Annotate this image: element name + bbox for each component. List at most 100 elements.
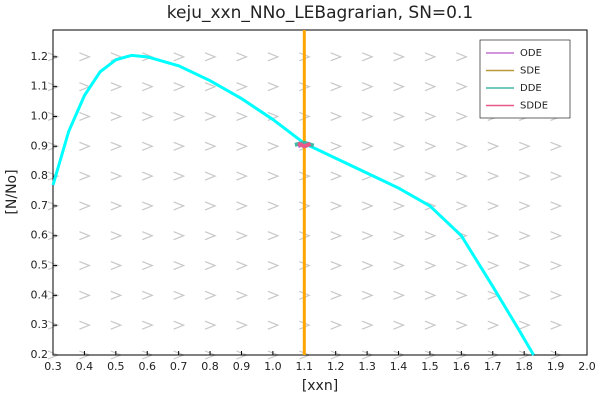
x-tick-label: 1.6 — [453, 360, 471, 373]
field-arrow — [142, 171, 154, 181]
y-tick-label: 1.0 — [31, 109, 49, 122]
field-arrow — [487, 171, 500, 181]
field-arrow — [142, 141, 154, 151]
field-arrow — [204, 82, 217, 92]
field-arrow — [142, 82, 154, 92]
field-arrow — [204, 111, 217, 122]
field-arrow — [550, 231, 563, 241]
field-arrow — [110, 290, 123, 300]
field-arrow — [299, 82, 311, 92]
field-arrow — [173, 52, 186, 62]
field-arrow — [393, 201, 406, 211]
field-arrow — [79, 141, 92, 151]
field-arrow — [393, 320, 406, 330]
field-arrow — [79, 52, 92, 62]
field-arrow — [47, 290, 60, 300]
y-tick-label: 0.2 — [31, 348, 49, 361]
field-arrow — [47, 171, 60, 181]
field-arrow — [299, 52, 311, 62]
field-arrow — [267, 201, 280, 211]
legend-label: SDE — [520, 66, 540, 77]
field-arrow — [236, 320, 249, 330]
field-arrow — [142, 201, 154, 211]
field-arrow — [456, 52, 468, 62]
field-arrow — [47, 52, 60, 62]
field-arrow — [110, 111, 123, 122]
field-arrow — [267, 260, 280, 271]
field-arrow — [236, 52, 249, 62]
field-arrow — [79, 290, 92, 300]
x-tick-label: 1.2 — [327, 360, 345, 373]
field-arrow — [267, 141, 280, 151]
field-arrow — [79, 231, 92, 241]
legend-label: SDDE — [520, 101, 548, 112]
field-arrow — [204, 171, 217, 181]
field-arrow — [267, 231, 280, 241]
field-arrow — [110, 201, 123, 211]
x-tick-label: 1.5 — [421, 360, 439, 373]
field-arrow — [299, 201, 311, 211]
field-arrow — [110, 171, 123, 181]
field-arrow — [550, 201, 563, 211]
x-tick-label: 0.3 — [44, 360, 62, 373]
field-arrow — [550, 141, 563, 151]
field-arrow — [173, 201, 186, 211]
x-tick-label: 0.6 — [138, 360, 156, 373]
field-arrow — [236, 82, 249, 92]
field-arrow — [173, 320, 186, 330]
field-arrow — [550, 290, 563, 300]
field-arrow — [393, 52, 406, 62]
field-arrow — [267, 290, 280, 300]
field-arrow — [518, 260, 531, 271]
field-arrow — [299, 111, 311, 122]
field-arrow — [518, 320, 531, 330]
field-arrow — [110, 141, 123, 151]
field-arrow — [267, 52, 280, 62]
y-tick-label: 0.8 — [31, 169, 49, 182]
field-arrow — [361, 82, 374, 92]
field-arrow — [361, 231, 374, 241]
field-arrow — [267, 320, 280, 330]
field-arrow — [173, 290, 186, 300]
field-arrow — [47, 231, 60, 241]
field-arrow — [361, 201, 374, 211]
y-tick-label: 0.7 — [31, 199, 49, 212]
field-arrow — [456, 320, 468, 330]
x-tick-label: 0.7 — [170, 360, 188, 373]
field-arrow — [456, 141, 468, 151]
field-arrow — [236, 260, 249, 271]
field-arrow — [110, 260, 123, 271]
field-arrow — [267, 171, 280, 181]
field-arrow — [47, 82, 60, 92]
field-arrow — [236, 290, 249, 300]
field-arrow — [361, 111, 374, 122]
field-arrow — [393, 82, 406, 92]
field-arrow — [424, 171, 437, 181]
x-tick-label: 0.9 — [233, 360, 251, 373]
field-arrow — [236, 171, 249, 181]
field-arrow — [79, 111, 92, 122]
field-arrow — [361, 141, 374, 151]
field-arrow — [204, 260, 217, 271]
field-arrow — [424, 290, 437, 300]
field-arrow — [142, 111, 154, 122]
field-arrow — [330, 231, 343, 241]
field-arrow — [393, 111, 406, 122]
field-arrow — [456, 111, 468, 122]
field-arrow — [518, 141, 531, 151]
field-arrow — [330, 260, 343, 271]
field-arrow — [393, 141, 406, 151]
field-arrow — [47, 201, 60, 211]
field-arrow — [47, 320, 60, 330]
field-arrow — [361, 260, 374, 271]
field-arrow — [456, 82, 468, 92]
field-arrow — [518, 290, 531, 300]
line — [297, 141, 312, 149]
field-arrow — [330, 290, 343, 300]
field-arrow — [518, 201, 531, 211]
field-arrow — [393, 260, 406, 271]
x-tick-label: 1.7 — [484, 360, 502, 373]
field-arrow — [299, 320, 311, 330]
legend-label: ODE — [520, 48, 542, 59]
